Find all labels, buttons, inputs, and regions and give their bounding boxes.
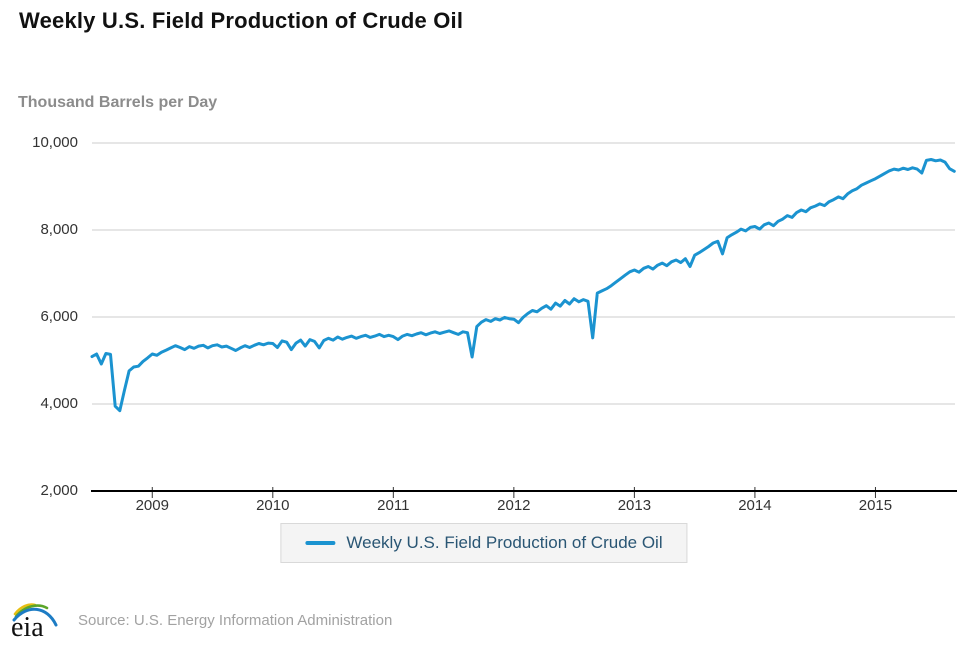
- x-tick-label-2013: 2013: [617, 497, 652, 514]
- x-tick-label-2012: 2012: [497, 497, 531, 514]
- x-tick-label-2010: 2010: [256, 497, 290, 514]
- eia-logo-blue-arc-icon: [12, 607, 58, 627]
- source-attribution: Source: U.S. Energy Information Administ…: [78, 611, 393, 629]
- y-tick-label-10000: 10,000: [32, 134, 78, 151]
- x-tick-label-2011: 2011: [377, 497, 410, 514]
- series-line-0: [90, 158, 956, 413]
- legend-series-label: Weekly U.S. Field Production of Crude Oi…: [346, 533, 663, 552]
- chart-title: Weekly U.S. Field Production of Crude Oi…: [19, 8, 464, 33]
- y-tick-label-2000: 2,000: [40, 482, 78, 499]
- x-tick-label-2014: 2014: [738, 497, 772, 514]
- y-tick-label-6000: 6,000: [40, 308, 78, 325]
- footer: eia Source: U.S. Energy Information Admi…: [8, 597, 392, 643]
- y-tick-label-8000: 8,000: [40, 221, 78, 238]
- x-tick-label-2009: 2009: [135, 497, 169, 514]
- eia-logo-text: eia: [11, 612, 44, 643]
- y-axis-unit-label: Thousand Barrels per Day: [18, 94, 218, 111]
- y-tick-label-4000: 4,000: [40, 395, 78, 412]
- legend-line-swatch-icon: [305, 541, 336, 545]
- eia-logo[interactable]: eia: [8, 597, 62, 643]
- legend: Weekly U.S. Field Production of Crude Oi…: [280, 523, 688, 563]
- x-tick-label-2015: 2015: [858, 497, 893, 514]
